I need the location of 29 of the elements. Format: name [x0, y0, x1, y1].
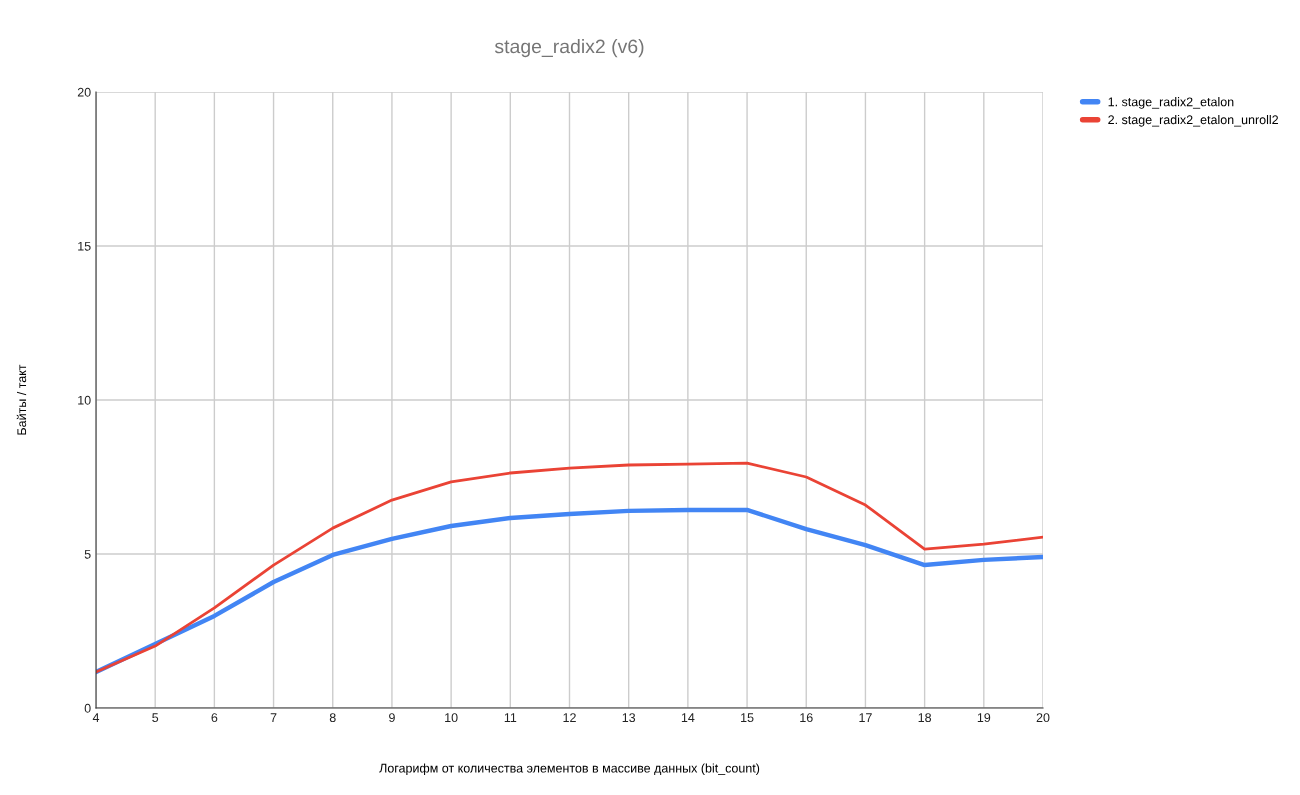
x-tick-label: 12	[563, 713, 576, 722]
y-axis-title: Байты / такт	[16, 364, 27, 435]
x-tick-label: 20	[1036, 713, 1050, 723]
x-tick-label: 9	[389, 713, 395, 723]
x-tick-label: 14	[681, 713, 695, 722]
legend-label: 2. stage_radix2_etalon_unroll2	[1108, 114, 1278, 127]
y-tick-label: 20	[77, 87, 91, 97]
line-series	[96, 461, 1043, 674]
line-series	[96, 507, 1043, 675]
x-tick-label: 18	[918, 713, 932, 723]
x-tick-label: 10	[445, 713, 458, 723]
x-tick-label: 5	[152, 713, 159, 723]
x-tick-label: 8	[329, 713, 336, 723]
x-tick-label: 16	[800, 713, 813, 723]
legend-label: 1. stage_radix2_etalon	[1108, 97, 1234, 109]
x-tick-label: 19	[977, 713, 991, 723]
x-tick-label: 11	[504, 713, 517, 722]
x-axis-title: Логарифм от количества элементов в массиве данных (bit_count)	[379, 763, 760, 776]
x-tick-label: 13	[622, 713, 636, 723]
y-tick-label: 5	[84, 549, 91, 559]
x-tick-label: 6	[211, 713, 218, 723]
x-tick-label: 15	[741, 713, 754, 723]
x-tick-label: 4	[92, 713, 100, 722]
x-tick-label: 17	[859, 713, 872, 722]
y-tick-label: 0	[84, 703, 91, 713]
x-tick-label: 7	[270, 713, 277, 722]
chart-title: stage_radix2 (v6)	[494, 39, 644, 58]
y-tick-label: 15	[78, 241, 91, 251]
y-tick-label: 10	[78, 395, 91, 405]
